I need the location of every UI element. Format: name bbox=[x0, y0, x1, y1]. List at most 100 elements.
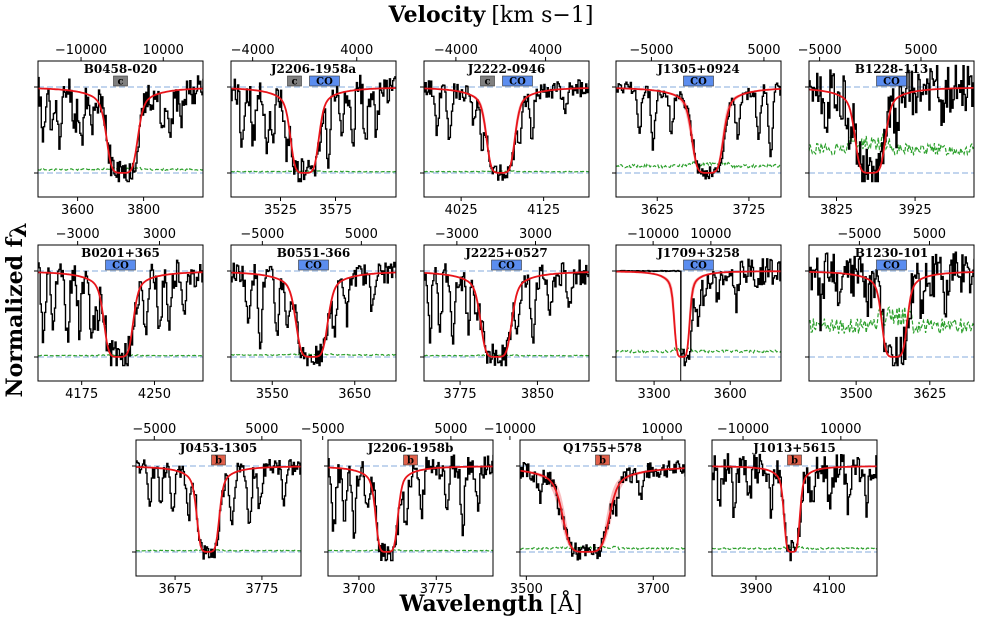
vel-tick-label: −10000 bbox=[484, 422, 536, 437]
vel-tick-label: 10000 bbox=[820, 422, 861, 437]
model-line bbox=[38, 271, 203, 358]
wl-tick-label: 3900 bbox=[739, 582, 772, 597]
vel-tick-label: 3000 bbox=[519, 227, 552, 242]
plot-area bbox=[231, 74, 396, 183]
panel-frame bbox=[711, 439, 878, 577]
model-band bbox=[38, 272, 203, 357]
badge-label: CO bbox=[883, 261, 900, 272]
badge-label: b bbox=[791, 456, 798, 467]
badge-b bbox=[403, 454, 418, 466]
wl-tick-label: 3575 bbox=[319, 203, 352, 218]
wl-tick-label: 3625 bbox=[913, 387, 946, 402]
vel-tick-label: 3000 bbox=[143, 227, 176, 242]
badge-co bbox=[491, 259, 522, 271]
vel-tick-label: 10000 bbox=[641, 422, 682, 437]
wl-tick-label: 3825 bbox=[820, 203, 853, 218]
plot-area bbox=[136, 459, 301, 560]
wl-tick-label: 3850 bbox=[521, 387, 554, 402]
wl-tick-label: 3625 bbox=[641, 203, 674, 218]
wl-tick-label: 4025 bbox=[445, 203, 478, 218]
error-spectrum bbox=[809, 306, 974, 336]
model-line bbox=[424, 87, 589, 174]
spectrum-line bbox=[136, 459, 301, 560]
badge-label: CO bbox=[690, 261, 707, 272]
model-line bbox=[424, 271, 589, 358]
wl-tick-label: 4125 bbox=[527, 203, 560, 218]
badge-co bbox=[502, 75, 533, 87]
panel-frame bbox=[808, 60, 975, 198]
error-spectrum bbox=[616, 347, 781, 354]
badge-label: c bbox=[484, 77, 490, 88]
wl-tick-label: 3700 bbox=[342, 582, 375, 597]
panel-frame bbox=[135, 439, 302, 577]
badge-co bbox=[683, 259, 714, 271]
badge-co bbox=[876, 75, 907, 87]
badge-co bbox=[105, 259, 136, 271]
wl-tick-label: 3925 bbox=[899, 203, 932, 218]
wl-tick-label: 3725 bbox=[732, 203, 765, 218]
badge-label: CO bbox=[883, 77, 900, 88]
panel-title: J0453-1305 bbox=[179, 441, 257, 455]
model-line bbox=[231, 271, 396, 358]
wl-tick-label: 3600 bbox=[61, 203, 94, 218]
spectrum-line bbox=[809, 251, 974, 367]
spectrum-line bbox=[231, 261, 396, 367]
wl-tick-label: 4175 bbox=[65, 387, 98, 402]
panel-title: J1013+5615 bbox=[752, 441, 836, 455]
wavelength-axis-title: Wavelength [Å] bbox=[399, 589, 583, 617]
badge-label: CO bbox=[498, 261, 515, 272]
badge-label: CO bbox=[316, 77, 333, 88]
vel-tick-label: −10000 bbox=[627, 227, 679, 242]
vel-tick-label: −5000 bbox=[798, 43, 842, 58]
plot-area bbox=[712, 453, 877, 562]
badge-c bbox=[113, 75, 128, 87]
wl-tick-label: 3300 bbox=[638, 387, 671, 402]
model-line bbox=[712, 465, 877, 553]
error-spectrum bbox=[616, 160, 781, 170]
model-line bbox=[616, 270, 781, 358]
vel-tick-label: −5000 bbox=[301, 422, 345, 437]
badge-label: b bbox=[215, 456, 222, 467]
velocity-axis-title: Velocity [km s−1] bbox=[388, 2, 594, 28]
wl-tick-label: 3700 bbox=[637, 582, 670, 597]
panel-frame bbox=[615, 244, 782, 382]
badge-label: b bbox=[407, 456, 414, 467]
model-line bbox=[38, 87, 203, 174]
panel-title: J2225+0527 bbox=[464, 246, 548, 260]
vel-tick-label: −4000 bbox=[434, 43, 478, 58]
panel-title: B1228-113 bbox=[855, 62, 929, 76]
panel-title: B0458-020 bbox=[84, 62, 158, 76]
vel-tick-label: −5000 bbox=[837, 227, 881, 242]
plot-area bbox=[809, 251, 974, 367]
wl-tick-label: 3550 bbox=[256, 387, 289, 402]
vel-tick-label: −3000 bbox=[435, 227, 479, 242]
plot-area bbox=[328, 454, 493, 562]
model-line bbox=[231, 87, 396, 174]
spectrum-line bbox=[424, 79, 589, 181]
vel-tick-label: −5000 bbox=[132, 422, 176, 437]
wl-tick-label: 3500 bbox=[510, 582, 543, 597]
plot-area bbox=[38, 259, 203, 367]
model-line bbox=[328, 465, 493, 553]
model-band bbox=[231, 272, 396, 357]
badge-label: CO bbox=[509, 77, 526, 88]
plot-area bbox=[616, 81, 781, 180]
vel-tick-label: −10000 bbox=[717, 422, 769, 437]
spectrum-line bbox=[809, 64, 974, 183]
error-spectrum bbox=[809, 132, 974, 157]
model-line bbox=[520, 467, 685, 553]
spectrum-line bbox=[424, 259, 589, 367]
wl-tick-label: 3775 bbox=[420, 582, 453, 597]
badge-b bbox=[787, 454, 802, 466]
